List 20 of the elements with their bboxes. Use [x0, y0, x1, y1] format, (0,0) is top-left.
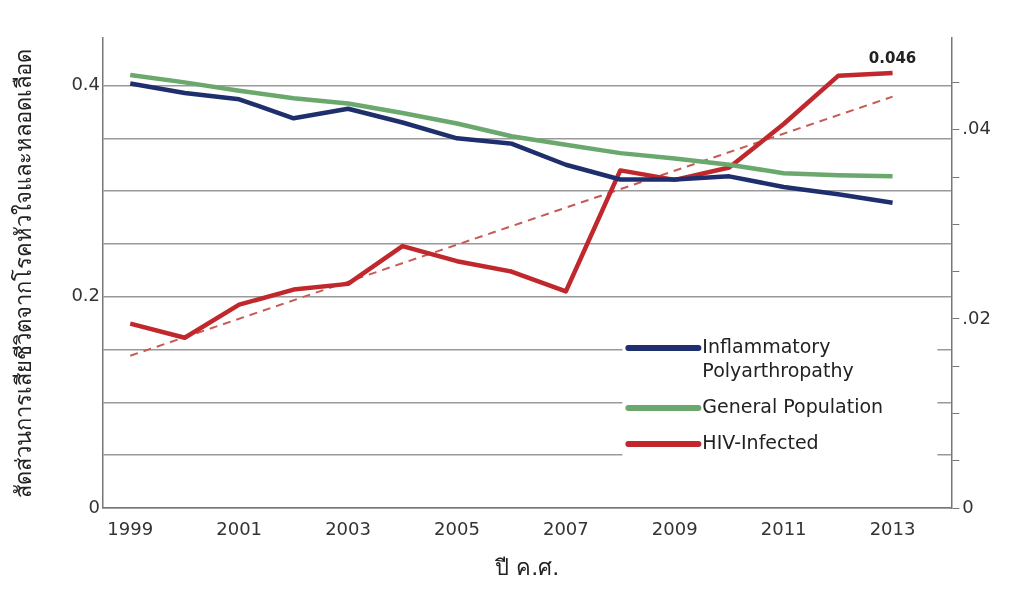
x-tick-label: 2003	[325, 518, 371, 540]
x-tick-label: 2005	[434, 518, 480, 540]
y2-tick-label: .04	[962, 117, 992, 139]
x-axis-title: ปี ค.ศ.	[494, 554, 560, 580]
y-tick-label: 0.2	[71, 284, 101, 306]
y2-tick-label: 0	[962, 495, 974, 517]
legend-label: HIV-Infected	[702, 430, 819, 453]
x-tick-label: 2011	[760, 518, 807, 540]
legend-label: Inflammatory Polyarthropathy	[702, 334, 854, 381]
data-label: 0.046	[868, 49, 917, 68]
x-tick-label: 1999	[107, 518, 154, 540]
y-tick-label: 0	[88, 495, 101, 517]
x-tick-label: 2009	[651, 518, 698, 540]
y2-tick-label: .02	[962, 306, 992, 328]
x-tick-label: 2001	[216, 518, 263, 540]
y-axis-title: สัดส่วนการเสียชีวิตจากโรคหัวใจและหลอดเลือด	[10, 48, 36, 498]
y-tick-label: 0.4	[71, 73, 101, 95]
x-tick-label: 2013	[869, 518, 916, 540]
legend-label: General Population	[702, 394, 884, 417]
x-tick-label: 2007	[542, 518, 589, 540]
